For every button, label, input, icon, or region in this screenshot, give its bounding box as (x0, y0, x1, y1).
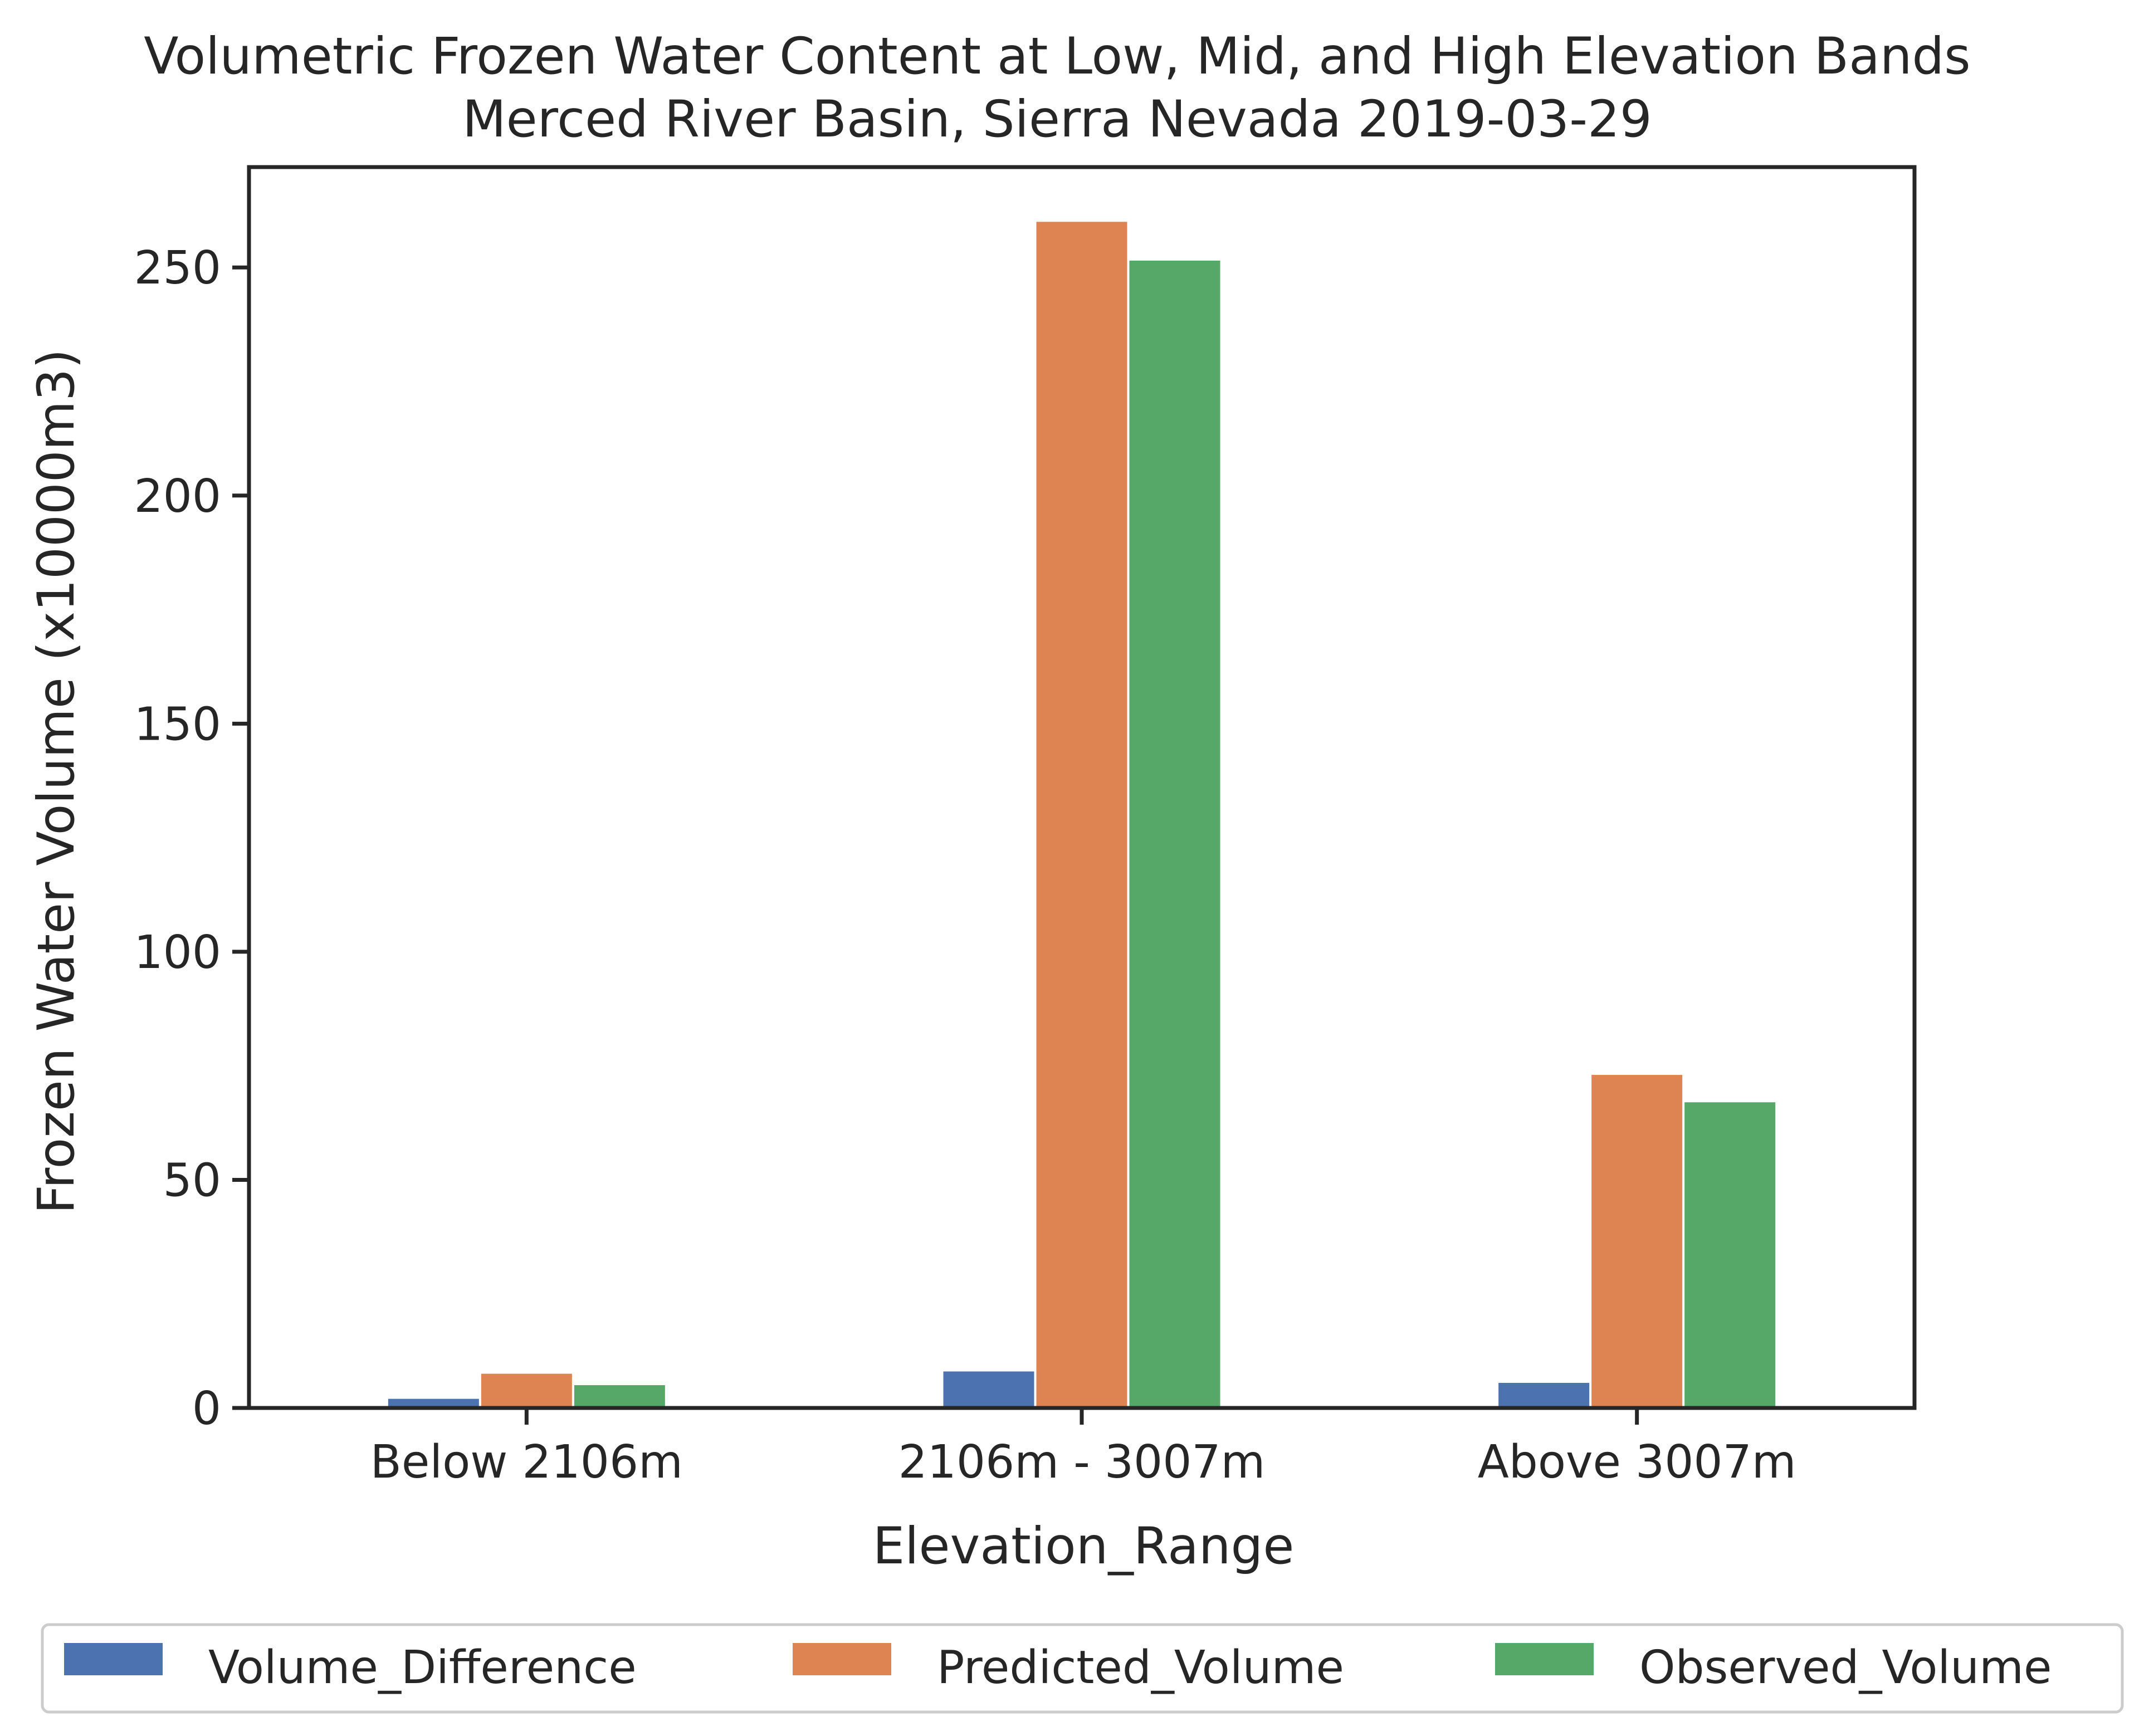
y-tick-label: 200 (134, 470, 221, 523)
legend-swatch (793, 1643, 891, 1675)
ticks-layer: Below 2106m 2106m - 3007m Above 3007m 0 50 10… (134, 242, 1796, 1489)
bars-layer (388, 222, 1776, 1408)
legend: Volume_Difference Predicted_Volume Observe… (41, 1623, 2124, 1714)
x-tick-label: Above 3007m (1478, 1436, 1796, 1489)
bar-predicted-volume-2 (1036, 222, 1127, 1408)
bar-volume-difference-1 (388, 1398, 479, 1408)
x-tick-label: Below 2106m (370, 1436, 683, 1489)
legend-items: Volume_Difference Predicted_Volume Observe… (64, 1641, 2052, 1694)
chart-subtitle: Merced River Basin, Sierra Nevada 2019-0… (462, 90, 1652, 149)
bar-predicted-volume-1 (481, 1373, 572, 1408)
legend-swatch (1495, 1643, 1594, 1675)
bar-observed-volume-3 (1684, 1102, 1776, 1408)
y-tick-label: 250 (134, 242, 221, 295)
bar-volume-difference-2 (943, 1371, 1034, 1408)
y-tick-label: 50 (163, 1154, 221, 1207)
legend-swatch (64, 1643, 163, 1675)
bar-observed-volume-2 (1129, 260, 1220, 1408)
legend-label: Predicted_Volume (937, 1641, 1344, 1694)
bar-volume-difference-3 (1498, 1382, 1590, 1408)
bar-predicted-volume-3 (1591, 1075, 1683, 1408)
y-axis-label: Frozen Water Volume (x10000m3) (27, 349, 86, 1214)
x-tick-label: 2106m - 3007m (898, 1436, 1266, 1489)
chart-title: Volumetric Frozen Water Content at Low, … (144, 27, 1970, 86)
plot-frame (247, 165, 1917, 1410)
y-tick-label: 150 (134, 698, 221, 751)
legend-label: Observed_Volume (1639, 1641, 2052, 1694)
legend-frame (41, 1623, 2124, 1714)
y-tick-label: 100 (134, 926, 221, 979)
x-axis-label: Elevation_Range (873, 1517, 1295, 1576)
bar-observed-volume-1 (574, 1385, 665, 1408)
legend-label: Volume_Difference (208, 1641, 637, 1694)
y-tick-label: 0 (192, 1382, 221, 1435)
